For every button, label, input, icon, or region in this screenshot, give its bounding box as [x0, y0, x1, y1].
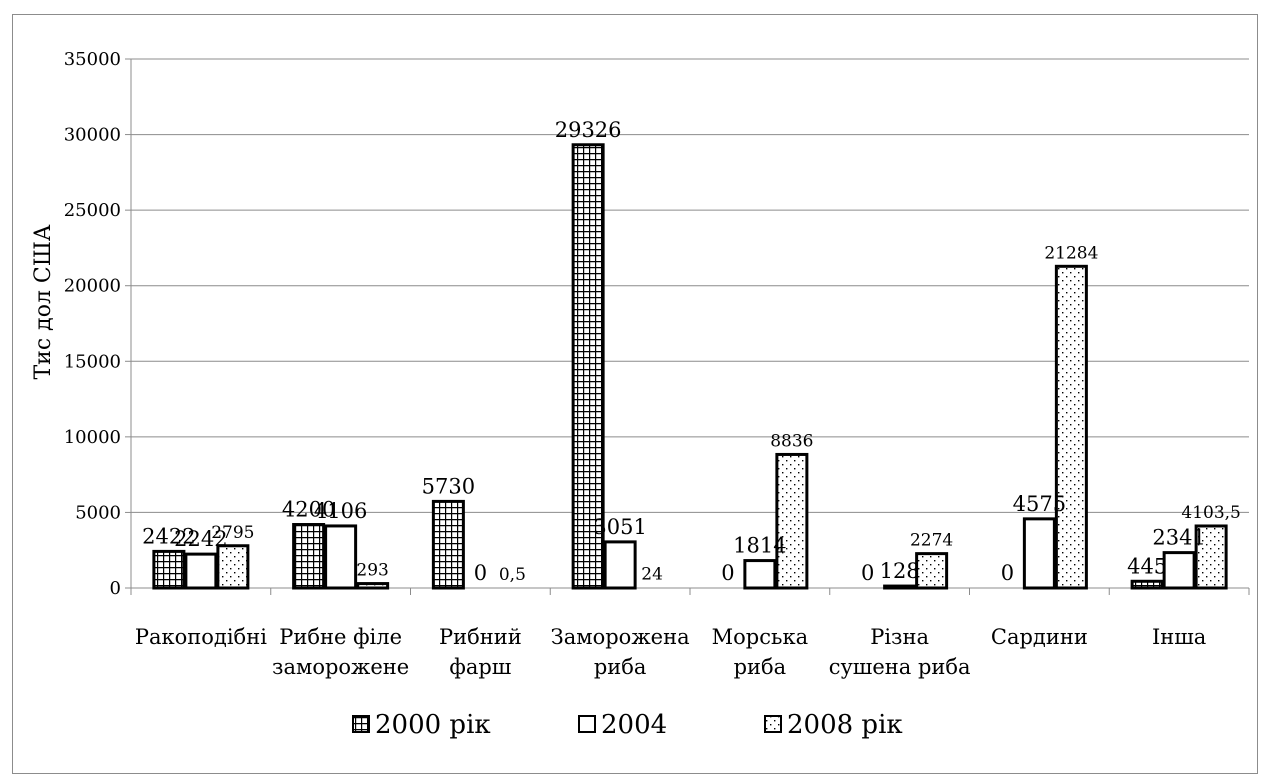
- data-label: 3051: [593, 515, 646, 539]
- bars: [152, 143, 1228, 590]
- y-tick-label: 35000: [64, 49, 121, 70]
- category-label: риба: [594, 655, 647, 679]
- data-label: 1814: [733, 534, 786, 558]
- legend: 2000 рік 2004 2008 рік: [352, 710, 903, 740]
- legend-swatch: [352, 715, 370, 733]
- bar-2000-рік: [431, 499, 465, 590]
- chart-frame: 0 5000 10000 15000 20000 25000 30000 35000 2422…: [12, 14, 1258, 774]
- bar-2008-рік: [1194, 524, 1228, 590]
- legend-label: 2004: [601, 710, 667, 740]
- data-label: 2795: [211, 523, 254, 543]
- data-label: 2274: [910, 531, 953, 551]
- data-label: 293: [356, 561, 388, 581]
- bar-2004: [883, 584, 917, 590]
- category-label: заморожене: [272, 655, 409, 679]
- bar-2004: [324, 524, 358, 590]
- data-label: 4575: [1013, 492, 1066, 516]
- bar-2008-рік: [915, 552, 949, 590]
- y-tick-label: 30000: [64, 125, 121, 146]
- bar-2004: [1162, 551, 1196, 590]
- bar-2000-рік: [292, 523, 326, 590]
- y-tick-label: 25000: [64, 200, 121, 221]
- data-label: 0: [1001, 561, 1014, 585]
- category-label: Морська: [712, 625, 808, 649]
- data-label: 24: [641, 565, 663, 585]
- bar-2004: [603, 540, 637, 590]
- data-label: 2242: [174, 527, 227, 551]
- data-label: 29326: [555, 118, 622, 142]
- data-label: 5730: [422, 474, 475, 498]
- category-label: риба: [734, 655, 787, 679]
- category-label: Заморожена: [551, 625, 690, 649]
- category-labels: Ракоподібні Рибне філе заморожене Рибний фар…: [135, 625, 1206, 679]
- data-label: 2341: [1152, 526, 1205, 550]
- y-tick-label: 10000: [64, 427, 121, 448]
- category-label: Рибне філе: [279, 625, 402, 649]
- bar-2004: [743, 559, 777, 590]
- bar-2000-рік: [1130, 579, 1164, 590]
- data-label: 0,5: [499, 565, 526, 585]
- data-label: 4200: [282, 498, 335, 522]
- data-label: 8836: [770, 431, 813, 451]
- bar-2008-рік: [356, 582, 390, 590]
- y-axis-label: Тис дол США: [31, 224, 56, 379]
- category-label: Рибний: [439, 625, 522, 649]
- legend-label: 2000 рік: [375, 710, 491, 740]
- legend-item: 2008 рік: [764, 710, 903, 740]
- bar-2004: [1022, 517, 1056, 590]
- bar-2008-рік: [1054, 264, 1088, 590]
- data-label: 21284: [1044, 243, 1098, 263]
- y-tick-label: 15000: [64, 351, 121, 372]
- y-tick-label: 0: [110, 578, 121, 599]
- category-label: Ракоподібні: [135, 625, 267, 649]
- category-label: Інша: [1152, 625, 1206, 649]
- category-label: Різна: [870, 625, 929, 649]
- legend-item: 2004: [578, 710, 667, 740]
- gridlines: [131, 58, 1249, 513]
- y-tick-label: 20000: [64, 276, 121, 297]
- bar-2008-рік: [216, 544, 250, 590]
- bar-2000-рік: [152, 549, 186, 590]
- category-label: фарш: [449, 655, 511, 679]
- category-label: Сардини: [991, 625, 1088, 649]
- data-label: 4103,5: [1181, 503, 1240, 523]
- bar-2004: [184, 552, 218, 590]
- y-tick-label: 5000: [75, 502, 121, 523]
- data-label: 2422: [142, 524, 195, 548]
- legend-swatch: [578, 715, 596, 733]
- data-label: 0: [474, 561, 487, 585]
- data-label: 445: [1127, 554, 1167, 578]
- data-label: 4106: [314, 499, 367, 523]
- bar-2000-рік: [571, 143, 605, 590]
- data-label: 128: [880, 559, 920, 583]
- category-label: сушена риба: [829, 655, 971, 679]
- bar-2008-рік: [775, 452, 809, 590]
- data-label: 0: [861, 561, 874, 585]
- legend-label: 2008 рік: [787, 710, 903, 740]
- legend-item: 2000 рік: [352, 710, 491, 740]
- data-label: 0: [721, 561, 734, 585]
- legend-swatch: [764, 715, 782, 733]
